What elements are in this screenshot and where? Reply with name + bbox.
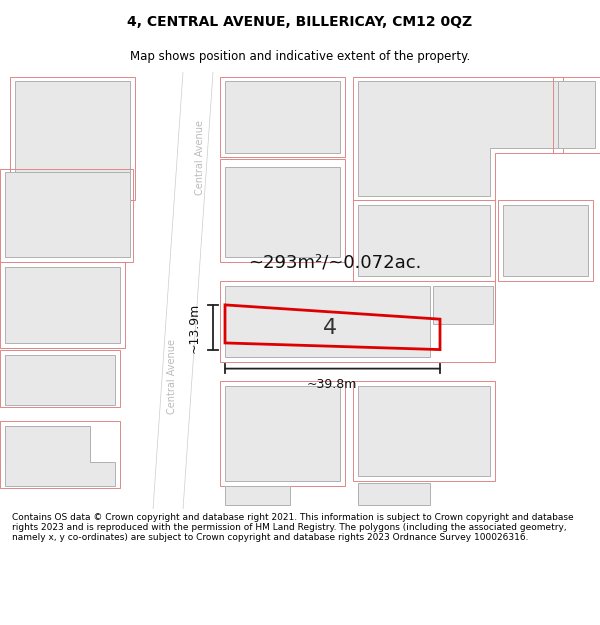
Text: Map shows position and indicative extent of the property.: Map shows position and indicative extent… xyxy=(130,49,470,62)
Polygon shape xyxy=(558,81,595,148)
Polygon shape xyxy=(5,267,120,343)
Polygon shape xyxy=(225,167,340,258)
Polygon shape xyxy=(503,205,588,276)
Text: ~13.9m: ~13.9m xyxy=(188,302,201,353)
Polygon shape xyxy=(358,482,430,504)
Polygon shape xyxy=(358,205,490,276)
Polygon shape xyxy=(225,81,340,152)
Polygon shape xyxy=(5,426,90,462)
Polygon shape xyxy=(433,286,493,324)
Text: 4, CENTRAL AVENUE, BILLERICAY, CM12 0QZ: 4, CENTRAL AVENUE, BILLERICAY, CM12 0QZ xyxy=(127,14,473,29)
Polygon shape xyxy=(5,355,115,405)
Text: Central Avenue: Central Avenue xyxy=(167,339,177,414)
Polygon shape xyxy=(358,81,558,196)
Polygon shape xyxy=(153,72,213,509)
Polygon shape xyxy=(225,486,290,504)
Text: Central Avenue: Central Avenue xyxy=(195,120,205,195)
Text: 4: 4 xyxy=(323,318,337,338)
Polygon shape xyxy=(358,386,490,476)
Polygon shape xyxy=(15,81,130,196)
Text: ~39.8m: ~39.8m xyxy=(307,378,357,391)
Text: Contains OS data © Crown copyright and database right 2021. This information is : Contains OS data © Crown copyright and d… xyxy=(12,512,574,542)
Polygon shape xyxy=(5,426,115,486)
Polygon shape xyxy=(5,172,130,258)
Text: ~293m²/~0.072ac.: ~293m²/~0.072ac. xyxy=(248,253,421,271)
Polygon shape xyxy=(225,386,340,481)
Polygon shape xyxy=(225,286,430,357)
